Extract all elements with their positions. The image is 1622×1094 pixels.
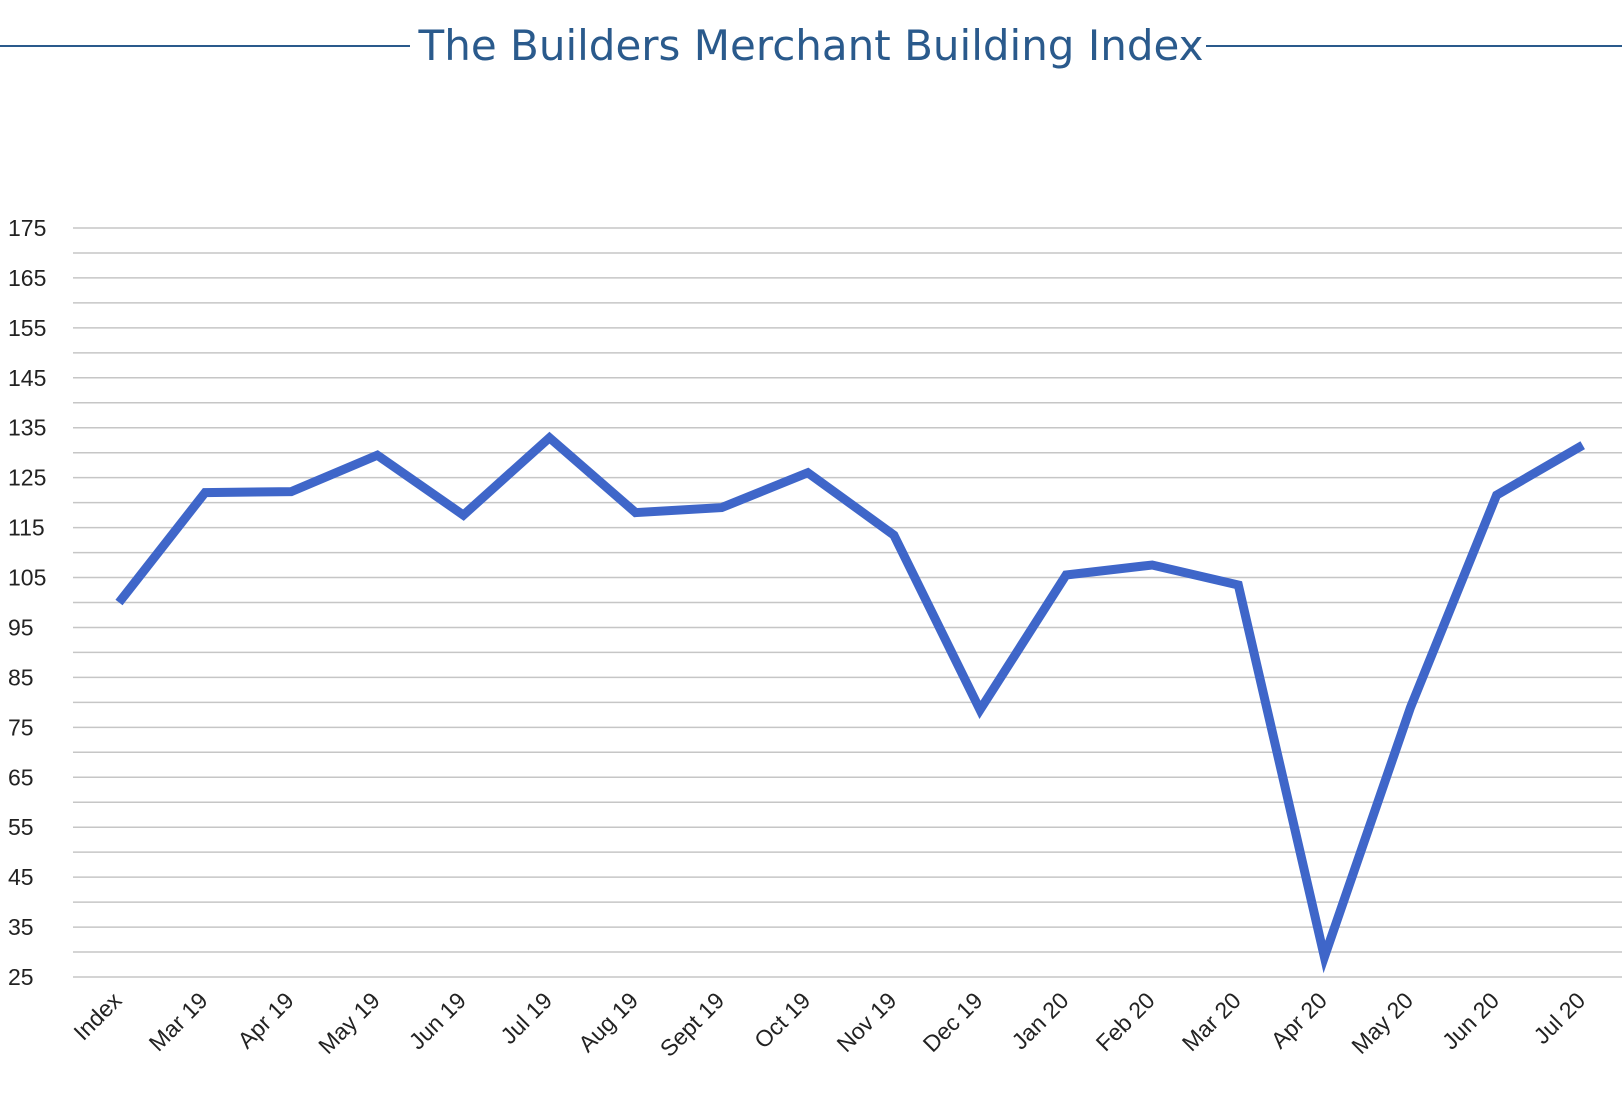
x-tick-label: Aug 19 <box>573 987 643 1057</box>
series-line <box>115 431 1585 974</box>
x-tick-label: Feb 20 <box>1091 987 1160 1056</box>
chart-title-group: The Builders Merchant Building Index <box>0 21 1622 70</box>
x-tick-label: Mar 20 <box>1177 987 1246 1056</box>
x-tick-label: May 20 <box>1346 987 1418 1059</box>
y-tick-label: 35 <box>8 914 34 940</box>
y-tick-label: 65 <box>8 764 34 790</box>
x-tick-label: Apr 19 <box>232 987 298 1053</box>
y-tick-label: 45 <box>8 864 34 890</box>
x-tick-label: Nov 19 <box>832 987 902 1057</box>
y-tick-label: 125 <box>8 465 46 491</box>
x-tick-label: May 19 <box>313 987 385 1059</box>
y-tick-label: 175 <box>8 215 46 241</box>
y-tick-label: 55 <box>8 814 34 840</box>
y-tick-label: 75 <box>8 714 34 740</box>
x-tick-label: Jan 20 <box>1006 987 1073 1054</box>
y-tick-label: 145 <box>8 365 46 391</box>
y-tick-label: 155 <box>8 315 46 341</box>
y-tick-label: 25 <box>8 964 34 990</box>
y-tick-label: 135 <box>8 415 46 441</box>
x-tick-label: Index <box>68 987 127 1046</box>
x-tick-label: Jul 19 <box>495 987 557 1049</box>
x-axis: Index Mar 19 Apr 19 May 19 Jun 19 Jul 19 Aug 1… <box>68 987 1590 1062</box>
x-tick-label: Jun 19 <box>404 987 471 1054</box>
y-tick-label: 95 <box>8 614 34 640</box>
y-axis: 25 35 45 55 65 75 85 95 105 115 125 135 145 155 165 175 <box>8 215 46 990</box>
x-tick-label: Jul 20 <box>1528 987 1590 1049</box>
x-tick-label: Apr 20 <box>1266 987 1332 1053</box>
x-tick-label: Sept 19 <box>655 987 729 1061</box>
x-tick-label: Jun 20 <box>1437 987 1504 1054</box>
x-tick-label: Dec 19 <box>918 987 988 1057</box>
y-tick-label: 85 <box>8 664 34 690</box>
gridlines <box>73 227 1622 978</box>
y-tick-label: 165 <box>8 265 46 291</box>
y-tick-label: 105 <box>8 565 46 591</box>
chart-title: The Builders Merchant Building Index <box>418 21 1204 70</box>
x-tick-label: Oct 19 <box>749 987 815 1053</box>
x-tick-label: Mar 19 <box>144 987 213 1056</box>
y-tick-label: 115 <box>8 515 45 541</box>
plot-area <box>115 431 1585 974</box>
